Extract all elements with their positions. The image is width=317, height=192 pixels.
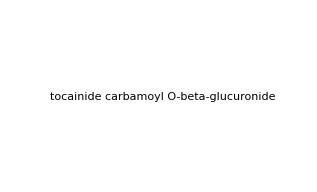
Text: tocainide carbamoyl O-beta-glucuronide: tocainide carbamoyl O-beta-glucuronide — [50, 92, 275, 102]
